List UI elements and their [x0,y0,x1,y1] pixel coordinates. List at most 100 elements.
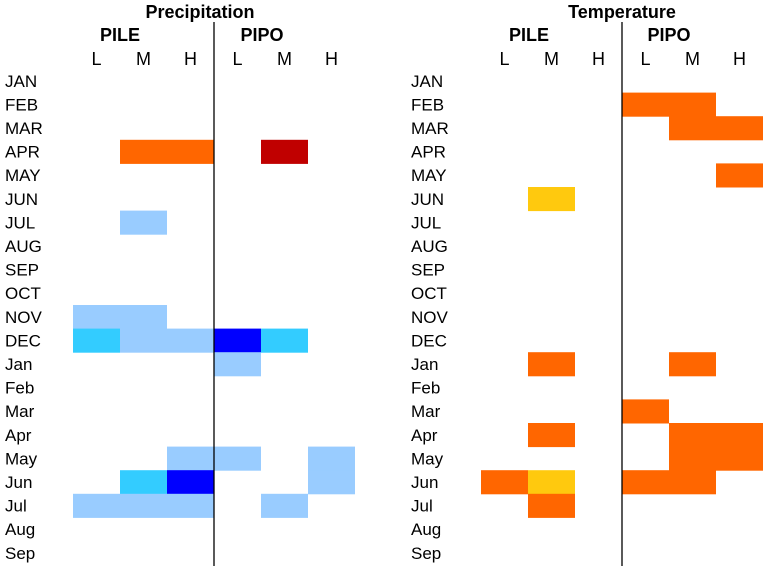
heatmap-cell [167,328,214,353]
heatmap-cell [167,470,214,495]
row-label: MAY [5,166,41,185]
heatmap-cell [120,210,167,235]
heatmap-cell [716,163,763,188]
heatmap-cell [622,92,669,117]
row-label: FEB [411,95,444,114]
row-label: SEP [5,261,39,280]
row-label: SEP [411,261,445,280]
heatmap-cell [167,493,214,518]
row-label: Jul [5,497,27,516]
heatmap-cell [528,470,575,495]
row-label: DEC [5,331,41,350]
row-label: Jan [411,355,438,374]
heatmap-cell [669,470,716,495]
heatmap-cell [214,446,261,471]
heatmap-cell [669,352,716,377]
column-label: L [640,49,650,69]
heatmap-cell [73,328,120,353]
heatmap-cell [622,470,669,495]
row-label: MAY [411,166,447,185]
row-label: Mar [5,402,35,421]
row-label: DEC [411,331,447,350]
row-label: JAN [411,72,443,91]
heatmap-cell [261,328,308,353]
heatmap-cell [716,116,763,141]
row-label: Sep [5,544,35,563]
row-label: Aug [5,520,35,539]
heatmap-cell [528,352,575,377]
column-label: L [91,49,101,69]
row-label: OCT [411,284,447,303]
row-label: Mar [411,402,441,421]
row-label: Apr [5,426,32,445]
row-label: Feb [411,379,440,398]
heatmap-cell [669,116,716,141]
column-label: H [733,49,746,69]
group-header-pile: PILE [100,25,140,45]
heatmap-cell [261,139,308,164]
column-label: H [592,49,605,69]
row-label: OCT [5,284,41,303]
row-label: FEB [5,95,38,114]
row-label: NOV [411,308,449,327]
heatmap-cell [669,446,716,471]
row-label: APR [411,143,446,162]
row-label: Jun [411,473,438,492]
column-label: M [685,49,700,69]
group-header-pipo: PIPO [647,25,690,45]
column-label: M [136,49,151,69]
heatmap-cell [716,446,763,471]
row-label: JAN [5,72,37,91]
row-label: May [411,449,444,468]
row-label: Jun [5,473,32,492]
panel-title: Precipitation [145,2,254,22]
row-label: APR [5,143,40,162]
heatmap-cell [528,187,575,212]
row-label: Aug [411,520,441,539]
heatmap-cell [481,470,528,495]
row-label: Jul [411,497,433,516]
column-label: M [544,49,559,69]
row-label: JUL [411,213,441,232]
heatmap-cell [120,305,167,330]
heatmap-cell [308,446,355,471]
group-header-pipo: PIPO [240,25,283,45]
heatmap-cell [73,305,120,330]
heatmap-cell [167,139,214,164]
row-label: JUL [5,213,35,232]
row-label: AUG [411,237,448,256]
panel-title: Temperature [568,2,676,22]
row-label: JUN [411,190,444,209]
heatmap-panel-temperature: Temperature PILE PIPO L M H L M H JAN FEB MAR APR MAY… [411,2,763,566]
column-label: H [325,49,338,69]
row-label: Apr [411,426,438,445]
heatmap-cell [214,352,261,377]
heatmap-cell [528,423,575,448]
heatmap-cell [120,139,167,164]
column-label: L [499,49,509,69]
heatmap-cell [622,399,669,424]
heatmap-cell [308,470,355,495]
group-header-pile: PILE [509,25,549,45]
heatmap-cell [214,328,261,353]
heatmap-cell [261,493,308,518]
row-label: NOV [5,308,43,327]
heatmap-cell [669,423,716,448]
heatmap-cell [73,493,120,518]
heatmap-cell [716,423,763,448]
row-label: Jan [5,355,32,374]
column-label: M [277,49,292,69]
column-label: L [232,49,242,69]
row-label: MAR [411,119,449,138]
row-label: JUN [5,190,38,209]
column-label: H [184,49,197,69]
heatmap-cell [669,92,716,117]
row-label: May [5,449,38,468]
row-label: Feb [5,379,34,398]
row-label: MAR [5,119,43,138]
heatmap-cell [528,493,575,518]
row-label: AUG [5,237,42,256]
row-label: Sep [411,544,441,563]
